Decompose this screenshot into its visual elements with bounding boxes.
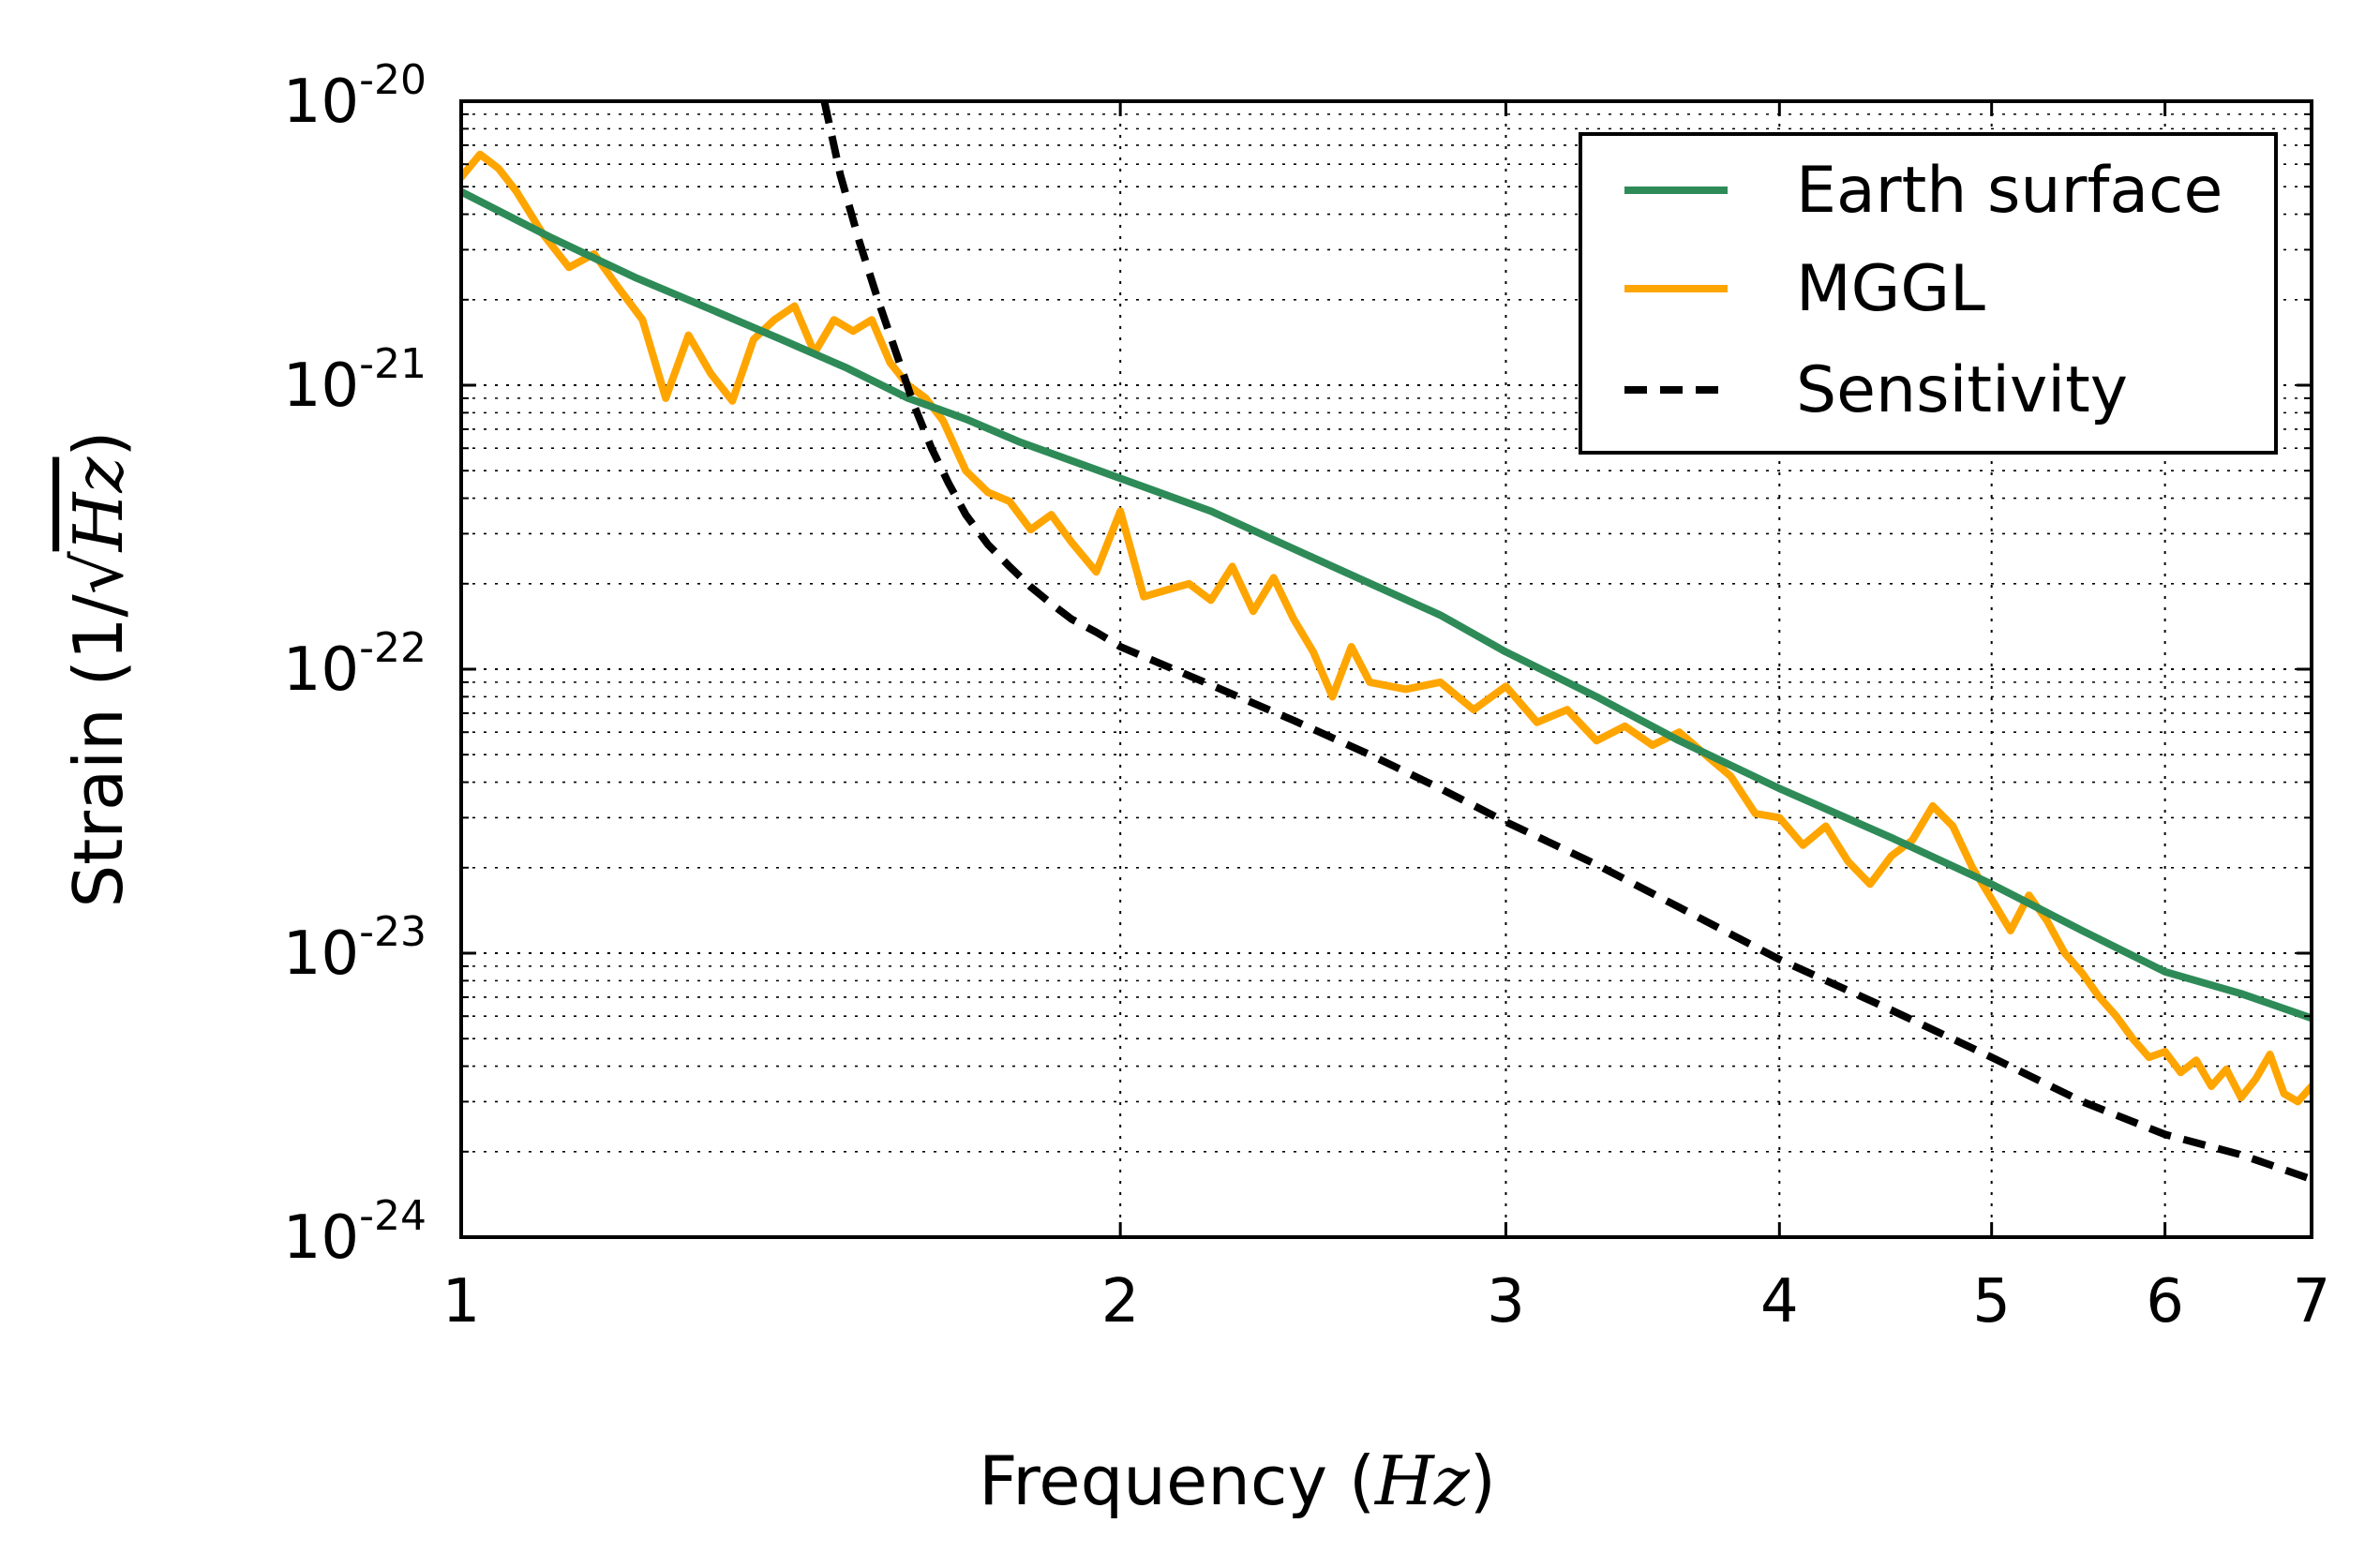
y-tick-label: 10-24 (283, 1192, 427, 1273)
series-line-sensitivity (820, 101, 2312, 1183)
x-axis-title: Frequency (Hz) (979, 1441, 1496, 1520)
y-axis-title: Strain (1/√Hz) (59, 430, 138, 907)
y-tick-label: 10-22 (283, 624, 427, 705)
legend: Earth surface MGGL Sensitivity (1579, 132, 2278, 455)
x-tick-label: 4 (1760, 1267, 1799, 1337)
x-tick-label: 1 (442, 1267, 481, 1337)
x-tick-label: 3 (1487, 1267, 1525, 1337)
ticks (459, 99, 2313, 1239)
legend-label-earth-surface: Earth surface (1796, 154, 2223, 228)
y-tick-label: 10-23 (283, 908, 427, 989)
legend-label-mggl: MGGL (1796, 252, 1985, 326)
x-tick-label: 6 (2146, 1267, 2184, 1337)
x-tick-label: 7 (2293, 1267, 2331, 1337)
y-tick-label: 10-20 (283, 56, 427, 137)
x-tick-label: 5 (1972, 1267, 2011, 1337)
legend-label-sensitivity: Sensitivity (1796, 353, 2128, 427)
y-tick-label: 10-21 (283, 340, 427, 421)
tick-labels: 1 2 3 4 5 6 7 10-24 10-23 10-22 10-21 10-20 (283, 56, 2331, 1337)
series-line-earth-surface (461, 187, 2312, 1023)
series-group (461, 101, 2312, 1183)
series-line-mggl (461, 150, 2312, 1106)
x-tick-label: 2 (1101, 1267, 1140, 1337)
